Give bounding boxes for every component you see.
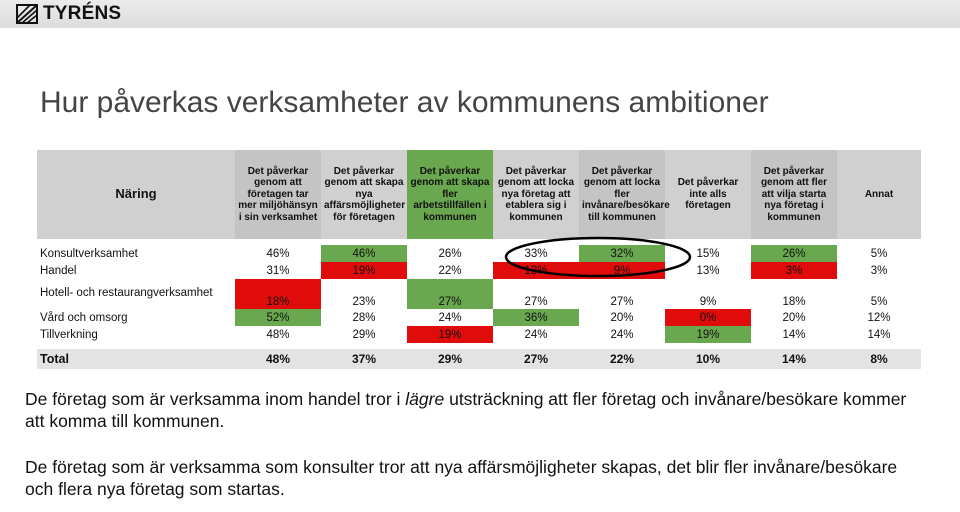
table-cell: 27% — [524, 296, 548, 308]
table-header-row: Näring Det påverkar genom att företagen … — [37, 150, 921, 239]
table-cell: 37% — [321, 349, 407, 369]
table-cell: 20% — [610, 311, 634, 324]
table-cell: 8% — [837, 349, 921, 369]
table-cell: 33% — [524, 247, 548, 260]
table-cell: 19% — [407, 326, 493, 343]
table-cell: 19% — [665, 326, 751, 343]
row-label: Tillverkning — [40, 328, 98, 341]
table-cell: 36% — [493, 309, 579, 326]
table-row: Tillverkning 48% 29% 19% 24% 24% 19% 14%… — [37, 326, 921, 343]
table-cell: 13% — [493, 262, 579, 279]
column-header: Det påverkar genom att locka fler invåna… — [579, 150, 670, 239]
table-cell: 3% — [751, 262, 837, 279]
table-cell: 18% — [782, 296, 806, 308]
table-cell: 10% — [665, 349, 751, 369]
table-cell: 48% — [235, 349, 321, 369]
table-cell: 28% — [352, 311, 376, 324]
results-table: Näring Det påverkar genom att företagen … — [37, 150, 921, 369]
table-cell: 27% — [407, 279, 493, 309]
tyrens-logo-icon — [16, 4, 38, 24]
table-cell: 14% — [751, 349, 837, 369]
row-header: Näring — [37, 150, 235, 239]
total-row: Total 48% 37% 29% 27% 22% 10% 14% 8% — [37, 349, 921, 369]
column-header: Det påverkar genom att locka nya företag… — [493, 150, 579, 239]
table-cell: 26% — [438, 247, 462, 260]
row-label: Hotell- och restaurangverksamhet — [40, 287, 213, 300]
column-header: Det påverkar genom att skapa fler arbets… — [407, 150, 493, 239]
table-cell: 31% — [266, 264, 290, 277]
table-cell: 20% — [782, 311, 806, 324]
results-table-container: Näring Det påverkar genom att företagen … — [37, 150, 921, 369]
table-cell: 22% — [438, 264, 462, 277]
table-cell: 14% — [782, 328, 806, 341]
comment-emphasis: lägre — [405, 389, 445, 409]
comment-paragraph-konsult: De företag som är verksamma som konsulte… — [25, 457, 898, 499]
table-cell: 18% — [235, 279, 321, 309]
table-cell: 27% — [610, 296, 634, 308]
table-cell: 3% — [870, 264, 888, 277]
table-cell: 46% — [321, 245, 407, 262]
table-cell: 32% — [579, 245, 665, 262]
table-cell: 22% — [579, 349, 665, 369]
table-cell: 9% — [699, 296, 717, 308]
row-label: Konsultverksamhet — [40, 247, 138, 260]
table-row: Handel 31% 19% 22% 13% 9% 13% 3% 3% — [37, 262, 921, 279]
row-label: Handel — [40, 264, 77, 277]
column-header: Det påverkar inte alls företagen — [665, 150, 751, 239]
table-cell: 24% — [438, 311, 462, 324]
page-title: Hur påverkas verksamheter av kommunens a… — [40, 86, 769, 119]
table-row: Hotell- och restaurangverksamhet 18% 23%… — [37, 279, 921, 309]
top-bar: TYRÉNS — [0, 0, 960, 28]
table-cell: 9% — [579, 262, 665, 279]
comment-text: utsträckning att fler företag och invåna… — [25, 389, 907, 431]
column-header: Annat — [837, 150, 921, 239]
table-cell: 5% — [870, 247, 888, 260]
table-cell: 13% — [696, 264, 720, 277]
table-row: Konsultverksamhet 46% 46% 26% 33% 32% 15… — [37, 245, 921, 262]
table-cell: 0% — [665, 309, 751, 326]
table-cell: 27% — [493, 349, 579, 369]
column-header: Det påverkar genom att företagen tar mer… — [235, 150, 321, 239]
table-cell: 19% — [321, 262, 407, 279]
logo-text: TYRÉNS — [43, 3, 122, 24]
row-label: Total — [37, 349, 235, 369]
table-cell: 14% — [867, 328, 891, 341]
table-row: Vård och omsorg 52% 28% 24% 36% 20% 0% 2… — [37, 309, 921, 326]
logo: TYRÉNS — [16, 3, 121, 25]
table-cell: 12% — [867, 311, 891, 324]
table-cell: 24% — [524, 328, 548, 341]
row-label: Vård och omsorg — [40, 311, 128, 324]
table-cell: 46% — [266, 247, 290, 260]
column-header: Det påverkar genom att fler att vilja st… — [751, 150, 837, 239]
table-cell: 5% — [870, 296, 888, 308]
comment-paragraph-handel: De företag som är verksamma inom handel … — [25, 388, 925, 432]
table-cell: 24% — [610, 328, 634, 341]
table-cell: 29% — [407, 349, 493, 369]
table-cell: 48% — [266, 328, 290, 341]
table-cell: 23% — [352, 296, 376, 308]
comment-text: De företag som är verksamma inom handel … — [25, 389, 406, 409]
table-cell: 29% — [352, 328, 376, 341]
table-cell: 15% — [696, 247, 720, 260]
table-cell: 26% — [751, 245, 837, 262]
column-header: Det påverkar genom att skapa nya affärsm… — [321, 150, 407, 239]
table-cell: 52% — [235, 309, 321, 326]
